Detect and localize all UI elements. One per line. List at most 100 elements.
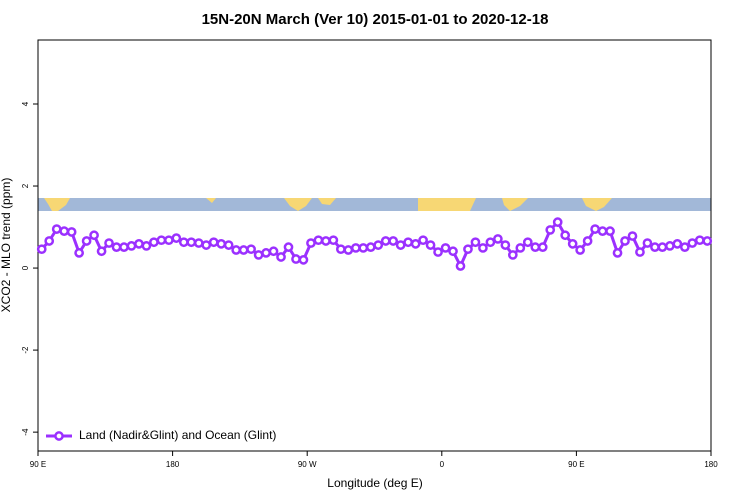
point — [223, 240, 234, 250]
point — [246, 244, 256, 255]
legend-marker — [54, 431, 64, 441]
point — [51, 224, 62, 234]
point — [89, 230, 99, 241]
y-tick-label: 4 — [21, 101, 30, 106]
point — [425, 240, 436, 250]
point — [455, 261, 466, 271]
point — [96, 246, 107, 257]
point — [650, 242, 660, 252]
point — [358, 243, 369, 253]
point — [156, 235, 167, 246]
point — [186, 237, 197, 248]
x-axis-label: Longitude (deg E) — [327, 476, 422, 490]
point — [567, 239, 578, 249]
point — [410, 239, 421, 249]
point — [597, 226, 608, 236]
point — [418, 235, 428, 246]
point — [119, 242, 129, 252]
point — [59, 226, 70, 236]
point — [81, 236, 92, 246]
point — [66, 227, 77, 237]
point — [560, 230, 571, 241]
point — [216, 239, 227, 249]
point — [627, 231, 638, 241]
point — [694, 235, 705, 246]
legend-label: Land (Nadir&Glint) and Ocean (Glint) — [79, 428, 276, 442]
point — [141, 241, 152, 251]
point — [201, 240, 212, 250]
y-tick-label: -2 — [21, 346, 30, 354]
x-tick-label: 90 E — [30, 460, 46, 469]
point — [104, 238, 114, 248]
point — [208, 237, 219, 248]
point — [665, 241, 675, 251]
chart-title: 15N-20N March (Ver 10) 2015-01-01 to 202… — [202, 11, 549, 28]
point — [313, 235, 324, 246]
point — [635, 247, 645, 257]
x-tick-label: 0 — [440, 460, 445, 469]
point — [463, 244, 473, 255]
point — [193, 238, 204, 248]
point — [620, 236, 630, 246]
point — [231, 245, 242, 255]
point — [253, 250, 264, 260]
point — [403, 237, 413, 248]
point — [44, 236, 55, 246]
point — [493, 234, 503, 244]
point — [365, 242, 376, 252]
point — [395, 240, 406, 250]
x-tick-label: 180 — [704, 460, 718, 469]
point — [582, 236, 593, 246]
point — [687, 238, 698, 248]
point — [171, 233, 182, 243]
point — [433, 247, 443, 257]
point — [328, 235, 339, 246]
point — [590, 224, 600, 234]
point — [575, 245, 585, 255]
point — [268, 246, 279, 257]
point — [537, 242, 548, 252]
y-axis-label: XCO2 - MLO trend (ppm) — [0, 178, 13, 313]
point — [343, 245, 354, 255]
point — [522, 237, 533, 248]
point — [164, 235, 174, 246]
point — [134, 239, 144, 249]
point — [642, 238, 653, 248]
point — [336, 244, 346, 255]
point — [679, 242, 690, 252]
map-strip — [38, 198, 711, 211]
point — [612, 248, 623, 258]
point — [178, 237, 189, 248]
point — [306, 238, 316, 248]
point — [672, 239, 683, 249]
plot-frame — [37, 39, 712, 452]
point — [238, 245, 249, 255]
point — [500, 240, 511, 250]
point — [283, 242, 294, 252]
point — [657, 242, 668, 252]
point — [276, 252, 286, 262]
point — [350, 243, 361, 253]
point — [149, 237, 159, 248]
point — [36, 244, 47, 255]
point — [373, 240, 384, 250]
x-tick-label: 90 E — [568, 460, 584, 469]
point — [321, 236, 331, 246]
point — [515, 243, 526, 253]
x-tick-label: 180 — [166, 460, 180, 469]
point — [111, 242, 122, 252]
point — [380, 236, 391, 246]
y-tick-label: -4 — [21, 428, 30, 436]
point — [291, 254, 301, 264]
point — [530, 242, 541, 252]
point — [126, 241, 137, 251]
point — [261, 248, 271, 258]
point — [545, 225, 556, 235]
point — [298, 255, 309, 265]
y-tick-label: 0 — [21, 265, 30, 270]
point — [605, 226, 615, 236]
point — [388, 236, 399, 246]
x-tick-label: 90 W — [298, 460, 317, 469]
point — [507, 250, 518, 260]
